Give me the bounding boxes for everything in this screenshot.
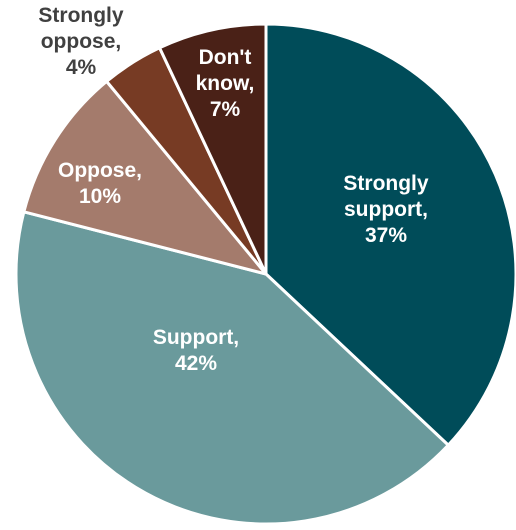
pie-slice-don-t-know <box>158 22 268 276</box>
pie-label-don-t-know: Don't know, 7% <box>196 46 255 121</box>
pie-label-strongly-support: Strongly support, 37% <box>343 172 428 247</box>
pie-label-strongly-oppose: Strongly oppose, 4% <box>38 4 123 79</box>
pie-slice-strongly-support <box>264 22 516 447</box>
pie-label-oppose: Oppose, 10% <box>58 159 142 208</box>
slices-layer <box>14 22 516 526</box>
pie-slice-support <box>14 210 450 526</box>
pie-label-support: Support, 42% <box>153 326 239 375</box>
labels-layer: Strongly support, 37% Support, 42% Oppose, 10%… <box>38 4 428 375</box>
pie-slice-oppose <box>22 79 268 276</box>
